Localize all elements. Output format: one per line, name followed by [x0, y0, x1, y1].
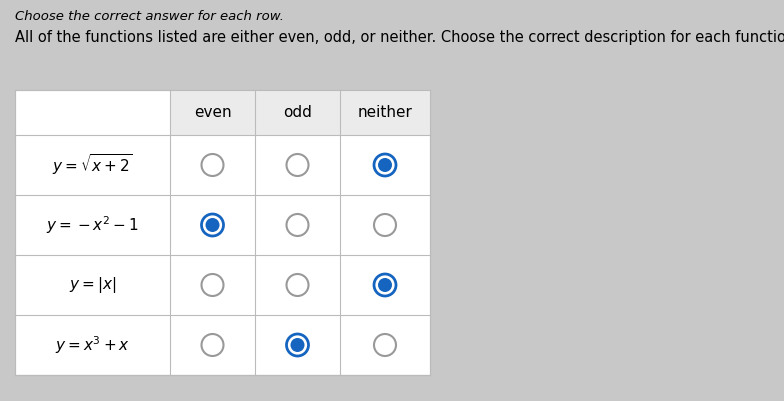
- Circle shape: [374, 334, 396, 356]
- Circle shape: [378, 158, 392, 172]
- Text: $y = -x^2 - 1$: $y = -x^2 - 1$: [46, 214, 139, 236]
- Circle shape: [201, 334, 223, 356]
- Circle shape: [201, 214, 223, 236]
- Text: neither: neither: [358, 105, 412, 120]
- Circle shape: [286, 334, 308, 356]
- Circle shape: [374, 154, 396, 176]
- Circle shape: [374, 274, 396, 296]
- Circle shape: [286, 214, 308, 236]
- Circle shape: [201, 274, 223, 296]
- Circle shape: [201, 154, 223, 176]
- Text: $y = |x|$: $y = |x|$: [69, 275, 116, 295]
- Text: $y = \sqrt{x+2}$: $y = \sqrt{x+2}$: [52, 152, 132, 178]
- Bar: [170, 90, 430, 135]
- Text: even: even: [194, 105, 231, 120]
- Text: All of the functions listed are either even, odd, or neither. Choose the correct: All of the functions listed are either e…: [15, 30, 784, 45]
- Text: Choose the correct answer for each row.: Choose the correct answer for each row.: [15, 10, 284, 23]
- Circle shape: [378, 278, 392, 292]
- Bar: [15, 90, 430, 375]
- Circle shape: [205, 218, 220, 232]
- Circle shape: [291, 338, 304, 352]
- Circle shape: [374, 214, 396, 236]
- Text: odd: odd: [283, 105, 312, 120]
- Circle shape: [286, 274, 308, 296]
- Circle shape: [286, 154, 308, 176]
- Text: $y = x^3 + x$: $y = x^3 + x$: [55, 334, 130, 356]
